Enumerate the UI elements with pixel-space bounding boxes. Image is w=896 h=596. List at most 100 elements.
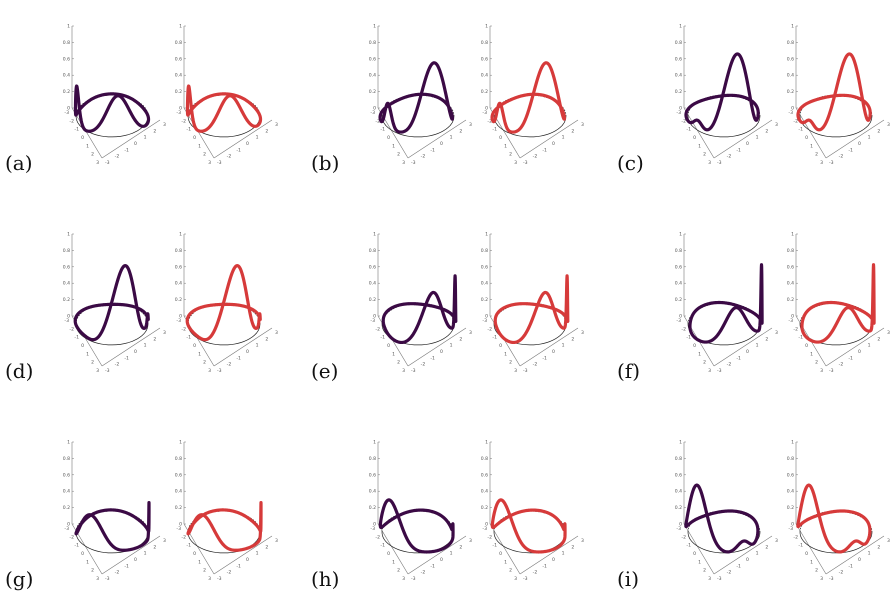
z-tick-label: 0 <box>67 106 70 112</box>
reference-circle-front <box>687 115 761 138</box>
z-tick-label: 0.6 <box>63 56 70 62</box>
x-tick-label: -3 <box>676 110 681 116</box>
z-tick-label: 0 <box>485 522 488 528</box>
y-tick-label: 2 <box>571 128 574 134</box>
y-tick-label: 2 <box>571 336 574 342</box>
y-tick-label: 3 <box>275 330 278 336</box>
z-tick-label: 0 <box>485 106 488 112</box>
z-tick-label: 0.6 <box>175 264 182 270</box>
y-tick-label: 2 <box>153 128 156 134</box>
z-tick-label: 0.8 <box>63 40 70 46</box>
z-tick-label: 0.4 <box>63 73 70 79</box>
x-axis-line <box>795 523 827 575</box>
y-tick-label: 0 <box>746 557 749 563</box>
y-tick-label: -1 <box>848 147 853 153</box>
y-tick-label: -3 <box>717 576 722 582</box>
y-axis-line <box>519 119 579 159</box>
x-tick-label: -3 <box>482 318 487 324</box>
y-axis-line <box>407 535 467 575</box>
y-tick-label: 0 <box>246 141 249 147</box>
x-tick-label: 2 <box>815 568 818 574</box>
z-tick-label: 0.8 <box>369 248 376 254</box>
panel-label: (a) <box>5 151 33 175</box>
y-tick-label: 0 <box>746 141 749 147</box>
y-tick-label: -1 <box>430 563 435 569</box>
y-tick-label: -1 <box>736 147 741 153</box>
x-tick-label: 3 <box>96 368 99 374</box>
x-tick-label: 1 <box>810 559 813 565</box>
x-tick-label: -3 <box>788 318 793 324</box>
y-axis-line <box>101 327 161 367</box>
z-tick-label: 0 <box>373 314 376 320</box>
y-tick-label: -2 <box>533 570 538 576</box>
y-tick-label: -1 <box>124 355 129 361</box>
closed-curve <box>73 84 151 133</box>
panel-label: (b) <box>311 151 339 175</box>
closed-curve <box>493 274 570 345</box>
y-tick-label: 2 <box>265 336 268 342</box>
y-tick-label: 2 <box>459 336 462 342</box>
reference-circle-front <box>187 531 261 554</box>
x-tick-label: -3 <box>482 110 487 116</box>
y-tick-label: -1 <box>124 563 129 569</box>
y-axis-line <box>213 535 273 575</box>
x-tick-label: 0 <box>387 551 390 557</box>
y-tick-label: 0 <box>440 557 443 563</box>
x-tick-label: 0 <box>805 551 808 557</box>
y-tick-label: 3 <box>775 330 778 336</box>
y-tick-label: -2 <box>533 362 538 368</box>
reference-circle-front <box>187 115 261 138</box>
x-tick-label: 3 <box>708 368 711 374</box>
y-axis-line <box>101 535 161 575</box>
x-tick-label: 3 <box>514 576 517 582</box>
x-tick-label: -2 <box>375 326 380 332</box>
x-tick-label: 0 <box>193 135 196 141</box>
z-tick-label: 0.8 <box>675 40 682 46</box>
z-tick-label: 0.6 <box>675 472 682 478</box>
x-tick-label: -1 <box>686 335 691 341</box>
x-tick-label: 3 <box>820 576 823 582</box>
x-tick-label: 2 <box>815 360 818 366</box>
z-tick-label: 0.6 <box>175 56 182 62</box>
y-tick-label: 2 <box>765 544 768 550</box>
x-tick-label: -3 <box>176 526 181 532</box>
z-tick-label: 1 <box>179 440 182 446</box>
y-tick-label: 1 <box>256 343 259 349</box>
x-tick-label: 3 <box>96 160 99 166</box>
x-tick-label: -1 <box>492 543 497 549</box>
z-tick-label: 0.4 <box>175 281 182 287</box>
z-tick-label: 1 <box>179 232 182 238</box>
x-tick-label: 1 <box>86 351 89 357</box>
x-tick-label: -1 <box>380 335 385 341</box>
z-tick-label: 0.2 <box>675 297 682 303</box>
y-axis-line <box>713 535 773 575</box>
x-tick-label: 2 <box>91 152 94 158</box>
z-tick-label: 1 <box>791 440 794 446</box>
z-tick-label: 0 <box>373 106 376 112</box>
x-tick-label: 3 <box>208 368 211 374</box>
closed-curve <box>378 61 455 134</box>
y-tick-label: -2 <box>727 570 732 576</box>
z-tick-label: 1 <box>791 24 794 30</box>
z-tick-label: 0.6 <box>481 264 488 270</box>
y-tick-label: 3 <box>887 330 890 336</box>
y-tick-label: 2 <box>765 336 768 342</box>
x-tick-label: 1 <box>392 143 395 149</box>
x-tick-label: -2 <box>375 534 380 540</box>
z-tick-label: 0.2 <box>675 505 682 511</box>
x-tick-label: 2 <box>703 360 706 366</box>
y-tick-label: -2 <box>227 570 232 576</box>
y-tick-label: -1 <box>236 355 241 361</box>
x-tick-label: -1 <box>686 127 691 133</box>
x-tick-label: 1 <box>198 351 201 357</box>
x-tick-label: -2 <box>69 534 74 540</box>
x-tick-label: -1 <box>74 335 79 341</box>
z-tick-label: 0.4 <box>63 489 70 495</box>
y-tick-label: 3 <box>581 538 584 544</box>
